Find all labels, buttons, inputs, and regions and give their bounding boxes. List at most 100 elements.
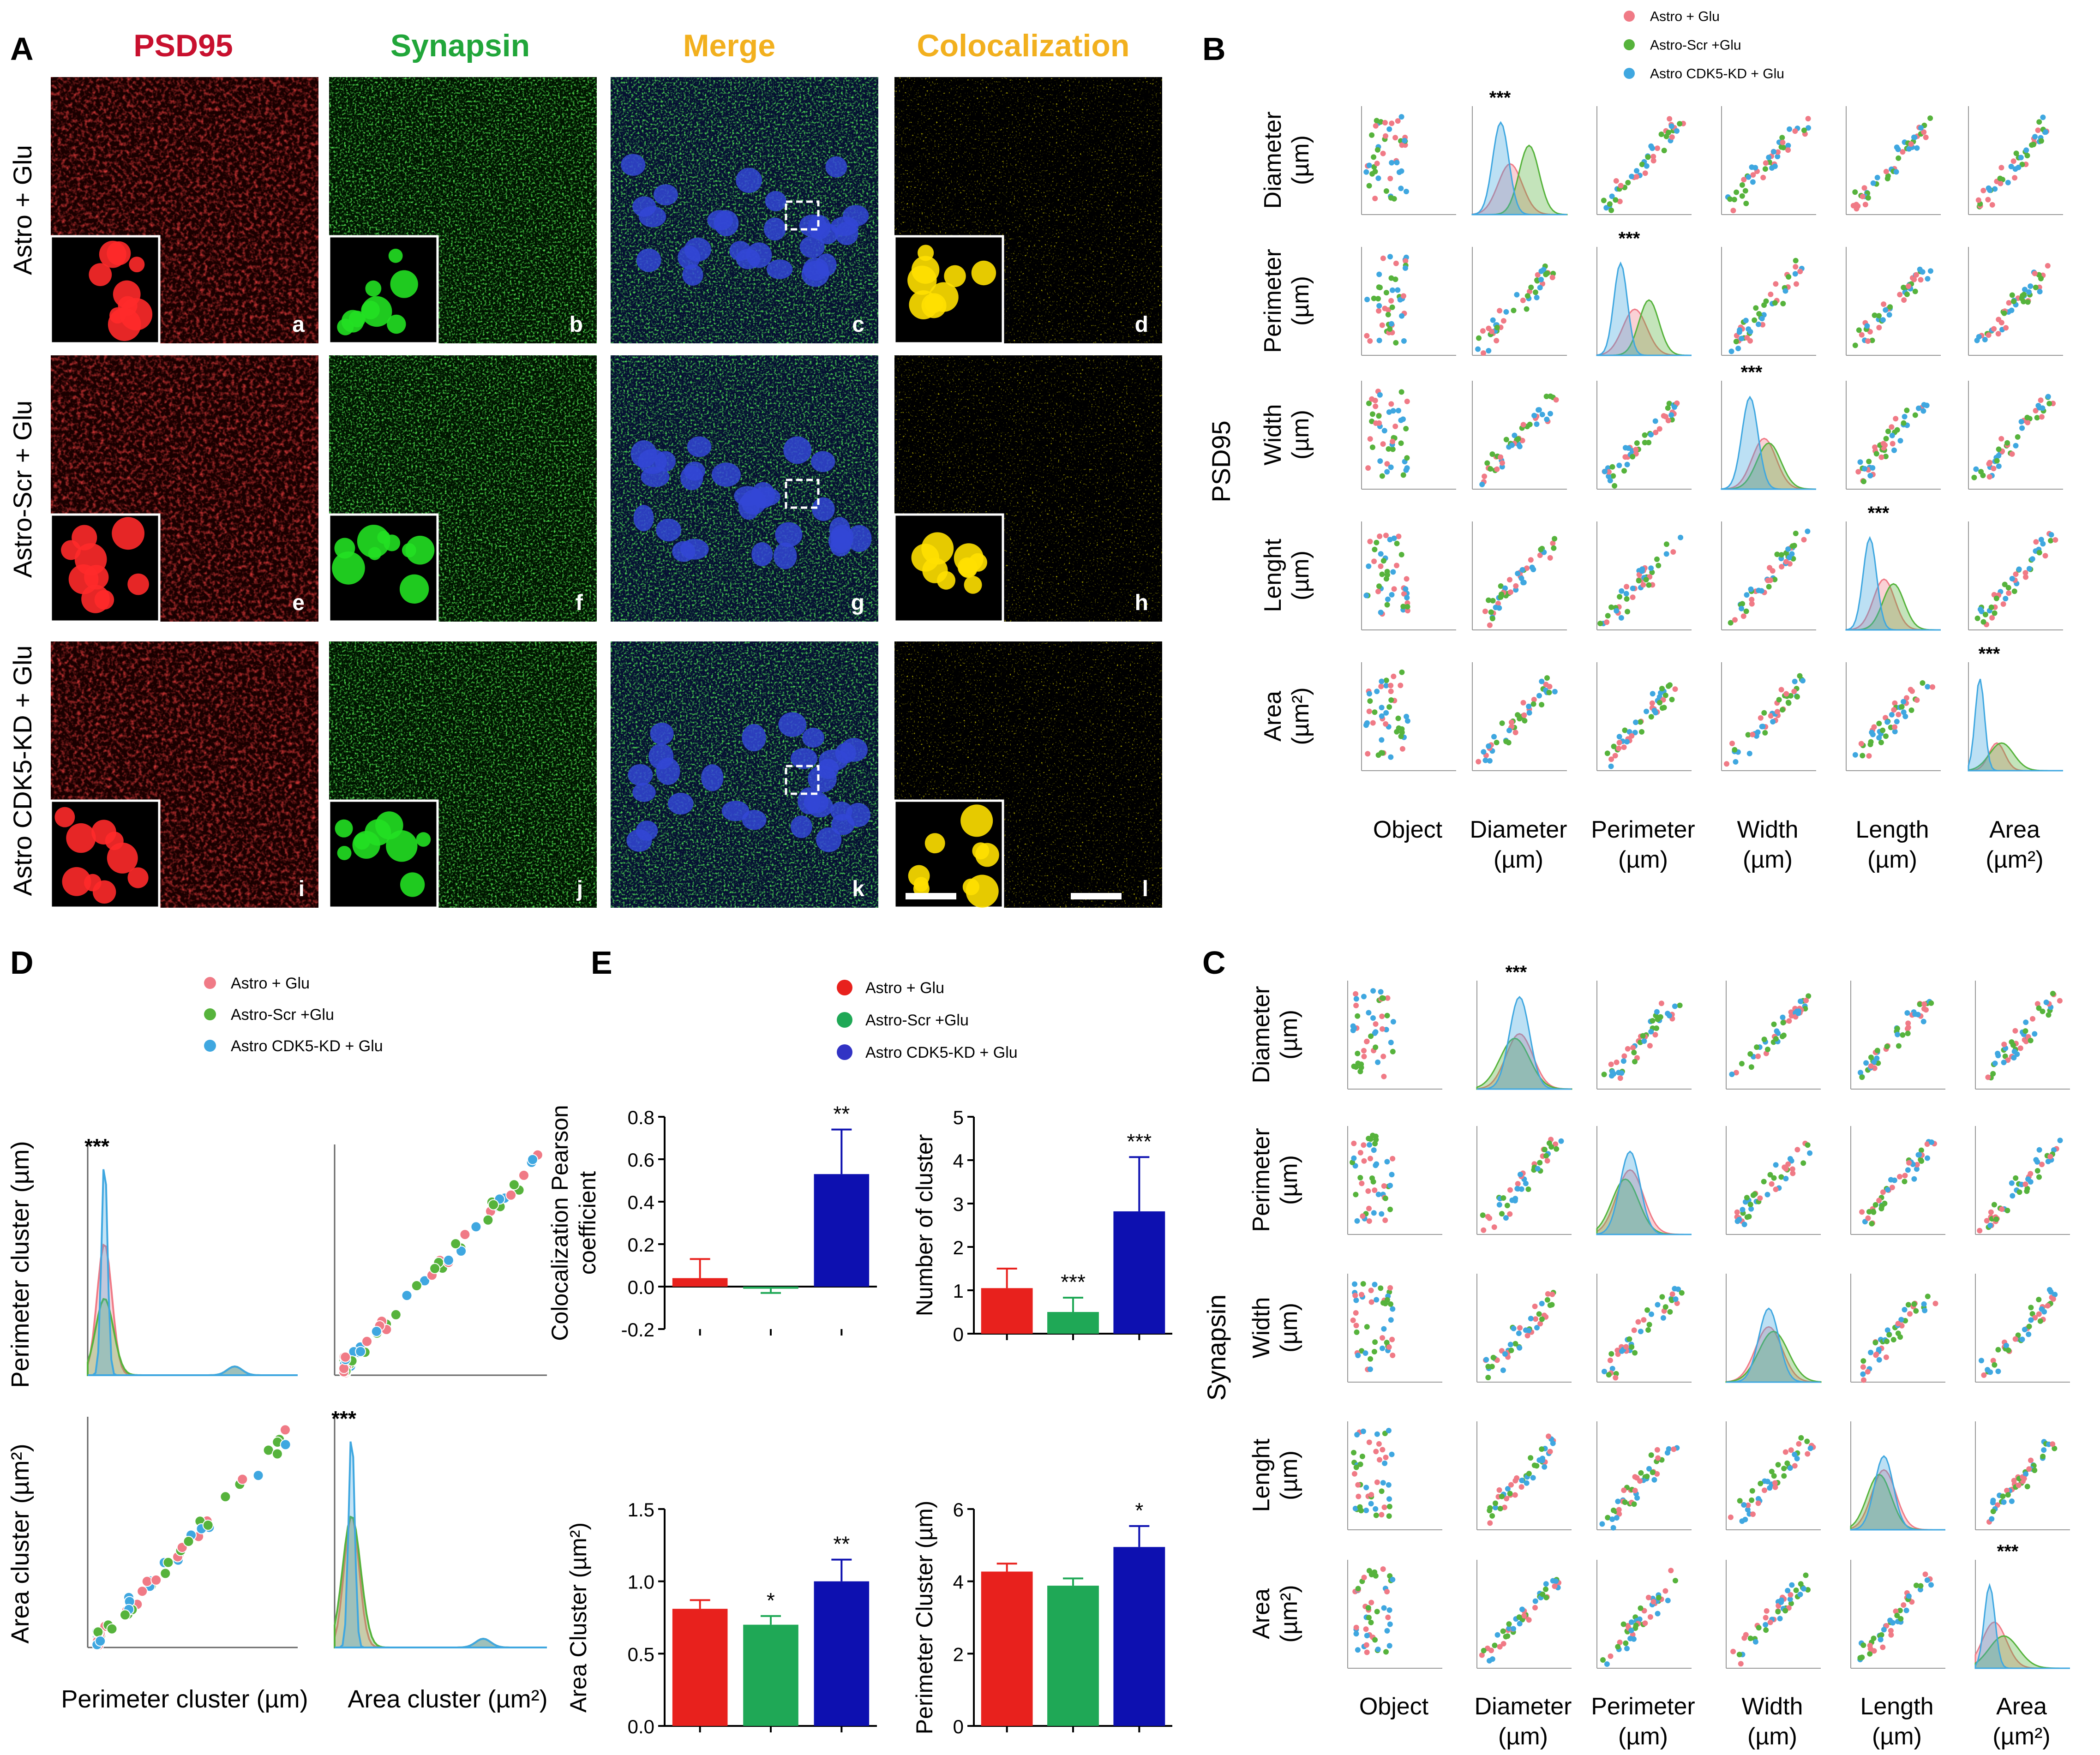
scatter-point — [1367, 338, 1373, 344]
kde-curve — [1850, 1455, 1945, 1531]
scatter-point — [1404, 604, 1410, 610]
scatter-point — [1977, 1228, 1983, 1234]
scatter-point — [1903, 695, 1909, 701]
scatter-point — [470, 1221, 482, 1233]
scatter-point — [1747, 1051, 1753, 1057]
scatter-point — [1752, 1639, 1758, 1645]
scatter-point — [1353, 1297, 1359, 1303]
scatter-point — [1366, 1218, 1372, 1224]
scatter-point — [2034, 1168, 2040, 1174]
scatter-point — [1867, 742, 1873, 748]
scatter-point — [1524, 565, 1530, 571]
scatter-point — [1601, 1072, 1607, 1078]
scatter-point — [1878, 1632, 1884, 1638]
scatter-point — [1378, 989, 1384, 995]
scatter-point — [1988, 1209, 1994, 1215]
panel-e-letter: E — [591, 945, 612, 981]
scatter-point — [1904, 407, 1910, 413]
scatter-point — [1779, 564, 1785, 569]
scatter-point — [1363, 169, 1369, 175]
scatter-point — [1859, 332, 1865, 338]
scatter-point — [1730, 208, 1736, 214]
scatter-point — [1927, 268, 1933, 274]
scatter-point — [1990, 1358, 1996, 1364]
scatter-point — [1351, 1155, 1357, 1161]
scatter-point — [1383, 677, 1389, 683]
scatter-point — [2024, 1188, 2030, 1194]
scatter-point — [1785, 147, 1791, 153]
scatter-point — [1755, 1054, 1761, 1059]
scatter-point — [1511, 1626, 1516, 1632]
scatter-point — [1498, 454, 1504, 460]
scatter-point — [1803, 1572, 1809, 1578]
scatter-point — [1539, 1457, 1545, 1463]
pairplot-cell — [1596, 1126, 1692, 1235]
scatter-point — [1360, 1213, 1366, 1219]
scatter-point — [1770, 719, 1776, 725]
scatter-point — [1548, 411, 1553, 417]
scatter-point — [2032, 1467, 2038, 1473]
scatter-point — [1897, 292, 1903, 298]
scatter-point — [1749, 164, 1755, 170]
scatter-point — [1547, 555, 1553, 561]
scatter-point — [1741, 1502, 1747, 1508]
scatter-point — [1538, 276, 1544, 282]
scatter-point — [1483, 1357, 1489, 1363]
scatter-point — [1509, 442, 1515, 448]
scatter-point — [1641, 1038, 1647, 1044]
scatter-point — [2019, 425, 2025, 431]
scatter-point — [1616, 745, 1622, 751]
scatter-point — [2010, 1193, 2016, 1199]
scatter-point — [1500, 1628, 1506, 1634]
scatter-point — [1805, 1142, 1811, 1148]
scatter-point — [2045, 263, 2051, 269]
scatter-point — [1399, 313, 1405, 319]
scatter-point — [1368, 1033, 1374, 1039]
kde-curve — [1596, 1150, 1692, 1235]
scatter-point — [2018, 419, 2024, 425]
scatter-point — [1504, 1496, 1510, 1502]
scatter-point — [1889, 424, 1895, 430]
scatter-point — [1771, 1473, 1777, 1479]
scatter-point — [1791, 689, 1797, 695]
significance-label: * — [1135, 1498, 1143, 1522]
col-label: Length — [1855, 816, 1929, 843]
scatter-point — [1389, 1172, 1395, 1178]
scatter-point — [1382, 305, 1388, 311]
scatter-point — [1489, 451, 1495, 457]
inset-puncta — [966, 875, 999, 908]
scatter-point — [1643, 577, 1649, 583]
scatter-point — [1901, 285, 1907, 290]
scatter-point — [1766, 584, 1772, 590]
scatter-point — [1647, 1043, 1653, 1048]
scatter-point — [1622, 727, 1628, 733]
scatter-point — [1797, 1592, 1803, 1598]
scatter-point — [1351, 1140, 1357, 1146]
scatter-point — [1629, 174, 1635, 180]
scatter-point — [1667, 682, 1673, 688]
scatter-point — [2010, 158, 2016, 164]
scatter-point — [1539, 412, 1545, 418]
scatter-point — [2028, 1171, 2034, 1177]
scatter-point — [1789, 551, 1795, 557]
scatter-point — [1536, 1311, 1542, 1317]
scatter-point — [1639, 162, 1645, 168]
scatter-point — [1390, 287, 1395, 293]
scatter-point — [1515, 712, 1521, 718]
scatter-point — [1544, 1297, 1550, 1303]
scatter-point — [1758, 715, 1764, 721]
scatter-point — [2025, 1176, 2031, 1182]
row-label-astro-scr-glu: Astro-Scr + Glu — [8, 401, 37, 578]
scatter-point — [1729, 1072, 1735, 1077]
scatter-point — [1883, 436, 1889, 442]
scatter-point — [1870, 465, 1876, 471]
nucleus-blob — [783, 436, 812, 464]
scatter-point — [1367, 698, 1373, 704]
scatter-point — [1859, 1074, 1865, 1080]
micrograph-tile-h: h — [893, 355, 1162, 623]
scatter-point — [1378, 1285, 1384, 1291]
scatter-point — [1500, 1367, 1506, 1373]
scatter-point — [1782, 1449, 1788, 1455]
scatter-point — [1404, 455, 1410, 461]
scatter-point — [1372, 1187, 1378, 1193]
